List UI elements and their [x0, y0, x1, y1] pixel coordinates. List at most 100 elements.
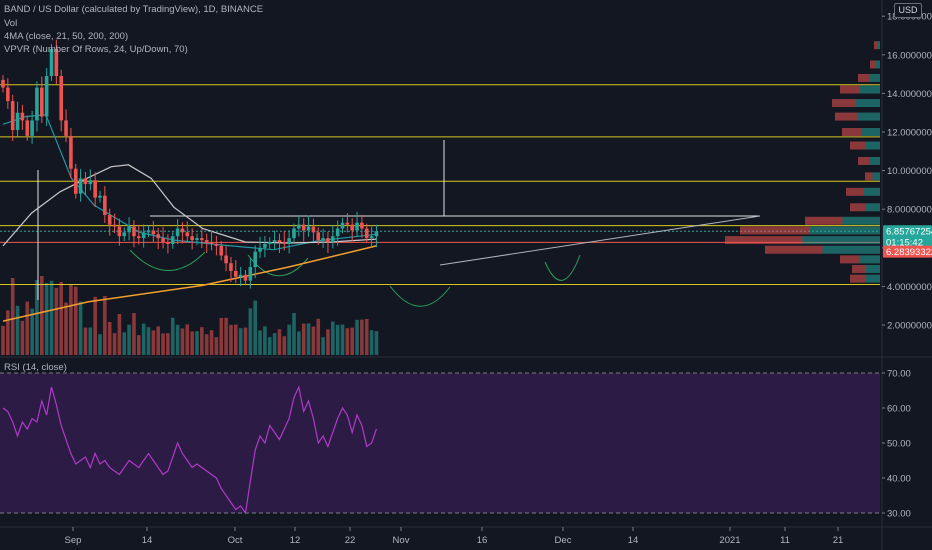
pattern-arc: [544, 254, 581, 281]
volume-bar: [78, 301, 83, 355]
time-tick-label: Dec: [555, 535, 572, 546]
vpvr-up-bar: [857, 112, 880, 121]
candle-body: [238, 274, 243, 277]
time-tick-label: Sep: [65, 535, 82, 546]
volume-legend[interactable]: Vol: [4, 18, 18, 29]
vpvr-down-bar: [846, 187, 863, 196]
volume-bar: [103, 296, 107, 355]
ma-legend[interactable]: 4MA (close, 21, 50, 200, 200): [4, 31, 129, 42]
volume-bar: [10, 278, 15, 355]
candle-body: [103, 195, 107, 215]
volume-bar: [49, 280, 54, 355]
candle-body: [214, 243, 219, 246]
candle-body: [311, 226, 316, 233]
candle-body: [30, 120, 34, 136]
candle-body: [263, 243, 267, 248]
volume-bar: [6, 310, 10, 355]
vpvr-up-bar: [860, 85, 880, 94]
candle-body: [88, 180, 93, 185]
candle-body: [49, 49, 54, 77]
vpvr-down-bar: [725, 236, 803, 245]
vpvr-up-bar: [860, 255, 880, 264]
volume-bar: [224, 317, 228, 355]
candle-body: [132, 226, 136, 237]
vpvr-up-bar: [842, 216, 880, 225]
time-tick-label: 21: [833, 535, 844, 546]
volume-bar: [54, 287, 59, 355]
volume-bar: [117, 314, 122, 355]
volume-bar: [326, 329, 330, 355]
candle-body: [127, 226, 131, 233]
volume-bar: [30, 308, 34, 355]
vpvr-down-bar: [832, 99, 856, 108]
volume-bar: [297, 331, 301, 355]
pattern-arc: [389, 285, 451, 307]
pattern-arc: [129, 249, 206, 271]
volume-bar: [141, 323, 146, 355]
candle-body: [229, 263, 233, 271]
volume-bar: [132, 313, 136, 355]
volume-bar: [229, 324, 233, 355]
candle-body: [73, 168, 78, 194]
volume-bar: [277, 329, 282, 355]
countdown-tag-bg: [883, 236, 932, 249]
price-tick-label: 4.00000000: [887, 282, 932, 293]
candle-body: [282, 242, 287, 244]
time-tick-label: 22: [345, 535, 356, 546]
symbol-legend[interactable]: BAND / US Dollar (calculated by TradingV…: [4, 4, 264, 15]
current-price-tag-bg: [883, 225, 932, 238]
vpvr-legend[interactable]: VPVR (Number Of Rows, 24, Up/Down, 70): [4, 44, 188, 55]
candle-body: [297, 224, 301, 229]
candle-body: [40, 87, 44, 117]
time-tick-label: 14: [142, 535, 153, 546]
candle-body: [59, 76, 63, 121]
rsi-tick-label: 40.00: [887, 474, 911, 485]
candle-body: [258, 247, 262, 252]
volume-bar: [350, 327, 354, 355]
vpvr-up-bar: [810, 226, 880, 235]
candle-body: [243, 274, 248, 281]
vpvr-down-bar: [835, 112, 858, 121]
volume-bar: [44, 283, 49, 355]
volume-bar: [190, 331, 194, 355]
volume-bar: [301, 323, 306, 355]
candle-body: [360, 222, 364, 229]
vpvr-up-bar: [865, 141, 880, 150]
time-tick-label: 2021: [719, 535, 740, 546]
vpvr-up-bar: [865, 274, 880, 283]
time-tick-label: 12: [290, 535, 301, 546]
candle-body: [1, 79, 5, 88]
volume-bar: [59, 282, 63, 355]
volume-bar: [83, 327, 88, 355]
candle-body: [151, 230, 156, 235]
volume-bar: [267, 337, 272, 355]
volume-bar: [64, 302, 68, 355]
candle-body: [374, 231, 379, 237]
price-tick-label: 2.00000000: [887, 321, 932, 332]
volume-bar: [335, 324, 340, 355]
candle-body: [83, 178, 88, 185]
volume-bar: [93, 296, 97, 355]
candle-body: [234, 270, 238, 277]
candle-body: [364, 228, 369, 239]
volume-bar: [127, 324, 131, 355]
volume-bar: [69, 285, 73, 355]
vpvr-down-bar: [870, 60, 875, 69]
volume-bar: [204, 334, 209, 355]
rsi-legend[interactable]: RSI (14, close): [4, 362, 67, 373]
price-tick-label: 8.00000000: [887, 205, 932, 216]
volume-bar: [238, 328, 243, 355]
volume-bar: [170, 317, 175, 355]
price-tick-label: 10.00000000: [887, 166, 932, 177]
vpvr-up-bar: [872, 172, 880, 181]
volume-bar: [88, 327, 93, 355]
vpvr-down-bar: [842, 128, 861, 136]
vpvr-down-bar: [840, 255, 860, 264]
currency-badge[interactable]: USD: [894, 3, 922, 18]
volume-bar: [292, 313, 296, 355]
candle-body: [355, 222, 359, 231]
candle-body: [146, 230, 151, 233]
candle-body: [200, 238, 204, 241]
volume-bar: [345, 328, 350, 355]
